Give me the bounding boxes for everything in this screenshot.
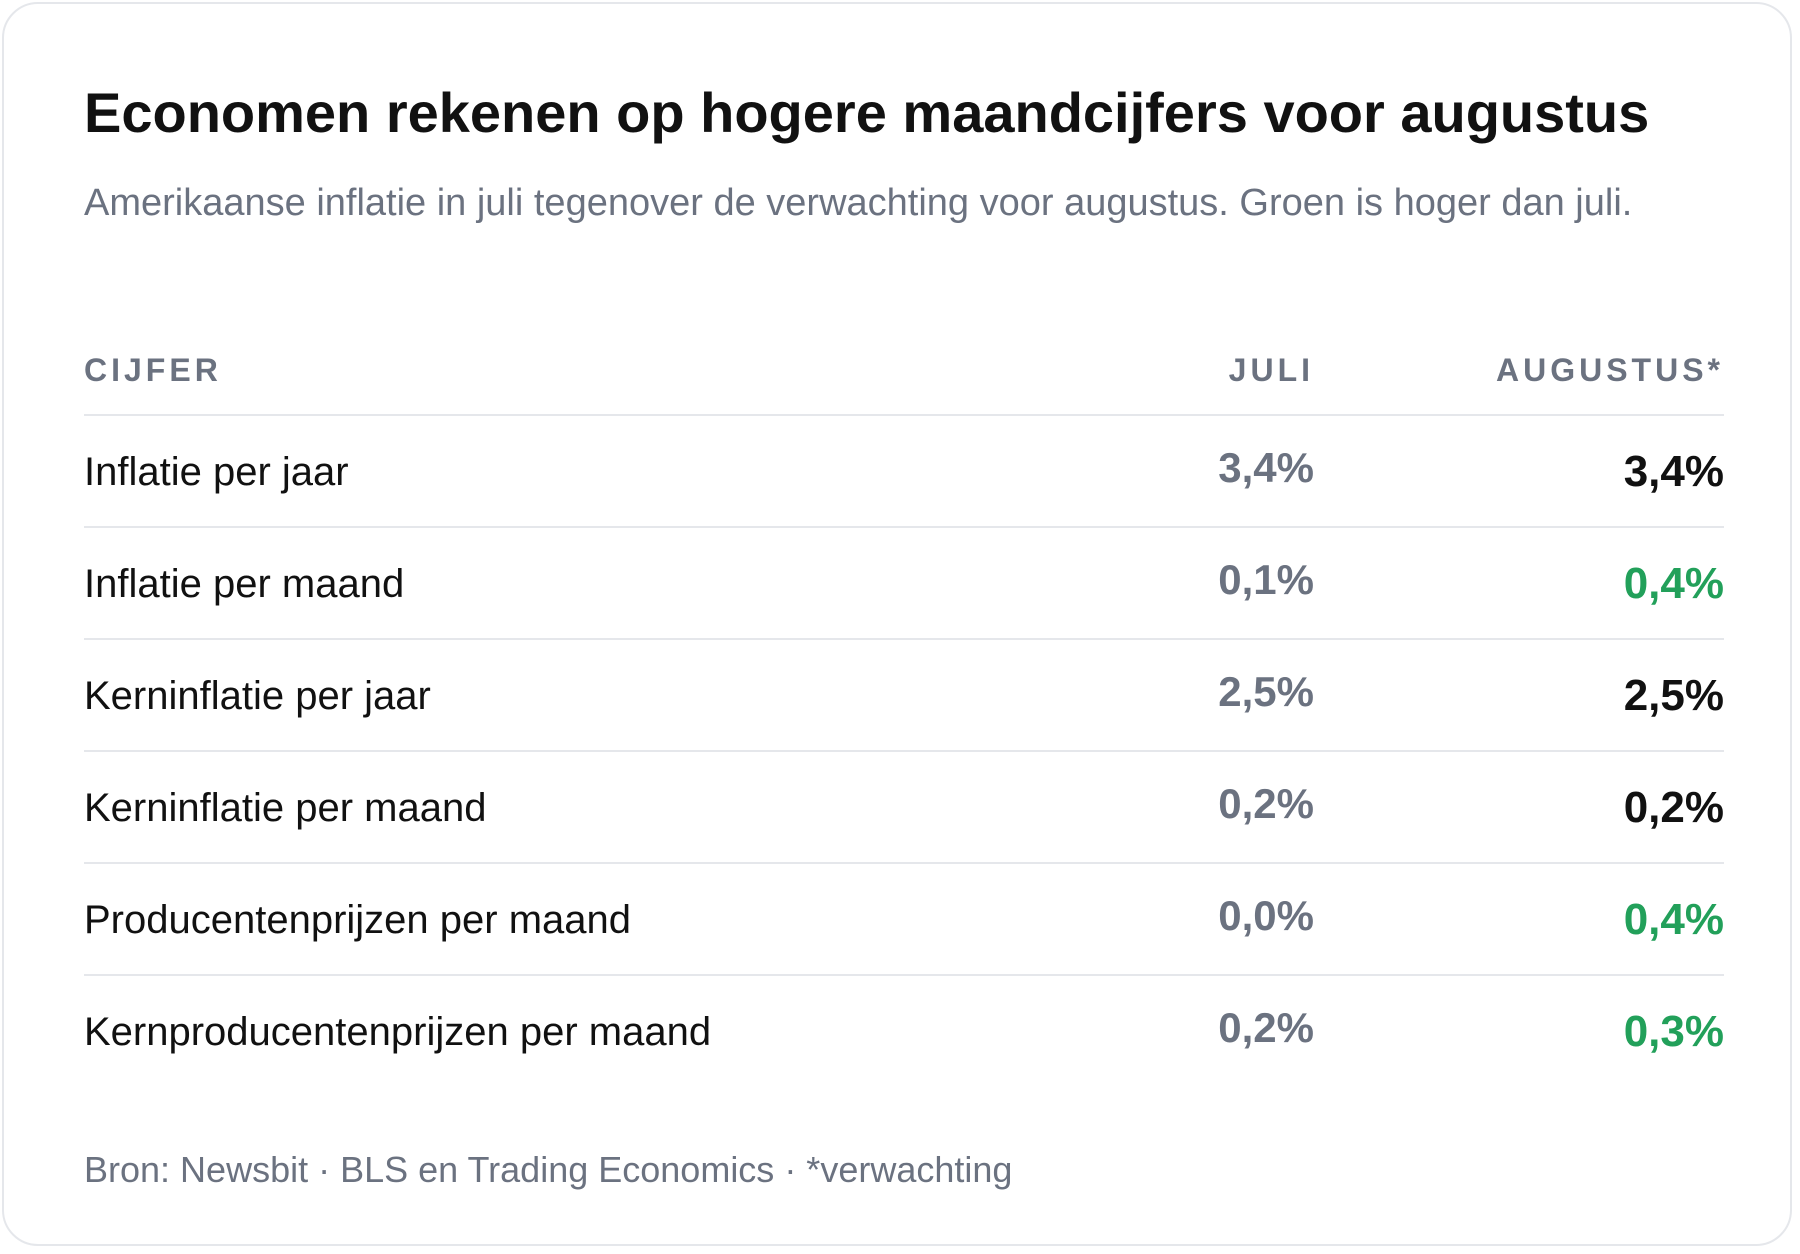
augustus-value: 0,2%	[1623, 783, 1724, 832]
source-note: Bron: Newsbit · BLS en Trading Economics…	[84, 1149, 1013, 1190]
juli-value: 0,2%	[1218, 1004, 1314, 1051]
juli-value: 0,0%	[1218, 892, 1314, 939]
column-header-juli: JULI	[1228, 352, 1314, 388]
juli-value: 3,4%	[1218, 444, 1314, 491]
row-label: Inflatie per jaar	[84, 450, 349, 494]
row-label: Kerninflatie per maand	[84, 786, 487, 830]
row-label: Kernproducentenprijzen per maand	[84, 1010, 712, 1054]
chart-subtitle: Amerikaanse inflatie in juli tegenover d…	[84, 182, 1633, 224]
juli-value: 2,5%	[1218, 668, 1314, 715]
chart-title: Economen rekenen op hogere maandcijfers …	[84, 81, 1650, 144]
row-label: Producentenprijzen per maand	[84, 898, 632, 942]
juli-value: 0,1%	[1218, 556, 1314, 603]
row-label: Inflatie per maand	[84, 562, 405, 606]
table-body: Inflatie per jaar 3,4% 3,4% Inflatie per ma…	[84, 416, 1724, 1088]
column-header-cijfer: CIJFER	[84, 352, 222, 388]
augustus-value: 2,5%	[1623, 671, 1724, 720]
table-row: Producentenprijzen per maand 0,0% 0,4%	[84, 864, 1724, 976]
augustus-value: 0,4%	[1623, 559, 1724, 608]
augustus-value: 3,4%	[1623, 447, 1724, 496]
table-row: Kerninflatie per maand 0,2% 0,2%	[84, 752, 1724, 864]
table-header: CIJFER JULI AUGUSTUS*	[84, 334, 1724, 416]
row-label: Kerninflatie per jaar	[84, 674, 431, 718]
augustus-value: 0,4%	[1623, 895, 1724, 944]
table-row: Kerninflatie per jaar 2,5% 2,5%	[84, 640, 1724, 752]
table-row: Inflatie per jaar 3,4% 3,4%	[84, 416, 1724, 528]
juli-value: 0,2%	[1218, 780, 1314, 827]
column-header-augustus: AUGUSTUS*	[1495, 352, 1724, 388]
augustus-value: 0,3%	[1623, 1007, 1724, 1056]
table-row: Kernproducentenprijzen per maand 0,2% 0,3%	[84, 976, 1724, 1088]
table-row: Inflatie per maand 0,1% 0,4%	[84, 528, 1724, 640]
data-table: CIJFER JULI AUGUSTUS* Inflatie per jaar 3…	[84, 334, 1724, 1088]
